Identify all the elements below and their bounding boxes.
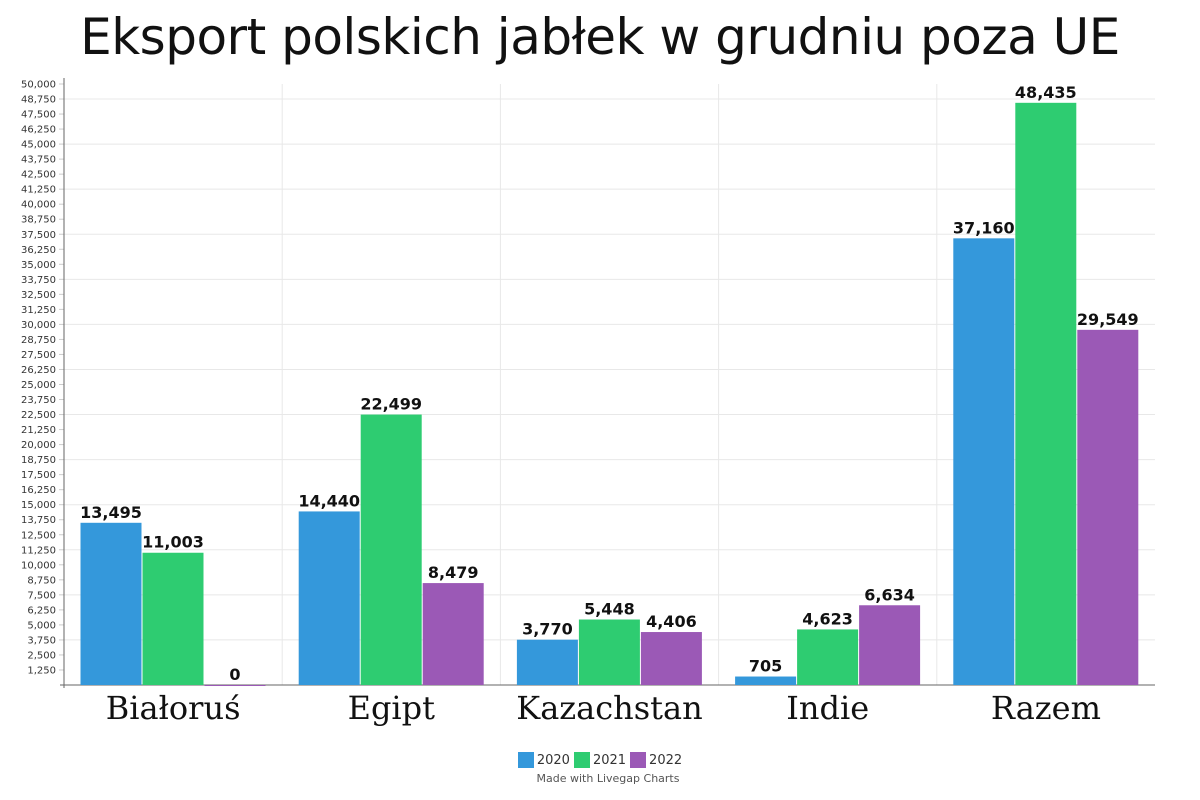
y-tick-label: 15,000 (21, 500, 56, 511)
data-label: 6,634 (864, 585, 915, 604)
y-tick-label: 25,000 (21, 380, 56, 391)
legend-item-2021[interactable]: 2021 (573, 752, 627, 768)
bar-2021 (1015, 102, 1077, 686)
y-tick-label: 16,250 (21, 485, 56, 496)
data-label: 22,499 (360, 395, 422, 414)
y-tick-label: 1,250 (27, 665, 56, 676)
y-tick-label: 27,500 (21, 350, 56, 361)
legend-label: 2022 (649, 752, 683, 768)
y-tick-label: 13,750 (21, 515, 56, 526)
y-tick-label: 20,000 (21, 440, 56, 451)
data-label: 0 (229, 665, 240, 684)
y-tick-label: 23,750 (21, 395, 56, 406)
y-tick-label: 32,500 (21, 290, 56, 301)
data-label: 5,448 (584, 600, 635, 619)
y-tick-label: 3,750 (27, 635, 56, 646)
data-label: 29,549 (1077, 310, 1139, 329)
chart-title: Eksport polskich jabłek w grudniu poza U… (80, 8, 1120, 66)
bar-2021 (142, 552, 204, 685)
bar-2022 (640, 632, 702, 685)
data-label: 48,435 (1015, 83, 1077, 102)
y-tick-label: 30,000 (21, 320, 56, 331)
bar-2022 (859, 605, 921, 685)
y-tick-label: 2,500 (27, 650, 56, 661)
y-tick-label: 28,750 (21, 335, 56, 346)
bar-2022 (204, 685, 266, 686)
data-label: 14,440 (298, 491, 360, 510)
data-label: 37,160 (953, 218, 1015, 237)
bar-2022 (1077, 329, 1139, 685)
data-label: 3,770 (522, 620, 573, 639)
y-tick-label: 12,500 (21, 530, 56, 541)
y-tick-label: 26,250 (21, 365, 56, 376)
y-tick-label: 43,750 (21, 155, 56, 166)
y-tick-label: 18,750 (21, 455, 56, 466)
y-tick-label: 42,500 (21, 170, 56, 181)
y-tick-label: 50,000 (21, 80, 56, 91)
y-tick-label: 37,500 (21, 230, 56, 241)
data-label: 4,623 (802, 609, 853, 628)
y-tick-label: 5,000 (27, 620, 56, 631)
bar-2021 (797, 629, 859, 685)
y-tick-label: 35,000 (21, 260, 56, 271)
y-tick-label: 22,500 (21, 410, 56, 421)
legend-swatch (517, 752, 534, 768)
y-tick-label: 46,250 (21, 125, 56, 136)
legend-swatch (630, 752, 647, 768)
y-tick-label: 47,500 (21, 110, 56, 121)
y-tick-label: 45,000 (21, 140, 56, 151)
data-label: 4,406 (646, 612, 697, 631)
data-label: 11,003 (142, 533, 204, 552)
category-label: Egipt (348, 689, 436, 727)
category-label: Razem (991, 689, 1101, 727)
category-label: Kazachstan (516, 689, 702, 727)
legend-item-2020[interactable]: 2020 (517, 752, 570, 768)
y-tick-label: 17,500 (21, 470, 56, 481)
data-label: 705 (749, 657, 782, 676)
bar-2020 (953, 238, 1015, 686)
legend: 2020 2021 2022 (0, 752, 1200, 772)
y-tick-label: 38,750 (21, 215, 56, 226)
y-tick-label: 36,250 (21, 245, 56, 256)
y-tick-label: 33,750 (21, 275, 56, 286)
credit-text: Made with Livegap Charts (536, 772, 680, 785)
bar-2021 (360, 414, 422, 685)
bar-2020 (80, 522, 142, 685)
y-tick-label: 6,250 (27, 605, 56, 616)
bar-2022 (422, 583, 484, 685)
y-tick-label: 41,250 (21, 185, 56, 196)
category-label: Indie (786, 689, 869, 727)
legend-label: 2020 (536, 752, 570, 768)
legend-label: 2021 (592, 752, 627, 768)
bar-2020 (298, 511, 360, 685)
y-tick-label: 10,000 (21, 560, 56, 571)
legend-swatch (573, 752, 590, 768)
y-tick-label: 31,250 (21, 305, 56, 316)
legend-item-2022[interactable]: 2022 (630, 752, 682, 768)
y-tick-label: 8,750 (27, 575, 56, 586)
y-tick-label: 21,250 (21, 425, 56, 436)
bar-2021 (578, 619, 640, 685)
y-tick-label: 7,500 (27, 590, 56, 601)
y-tick-label: 48,750 (21, 95, 56, 106)
data-label: 13,495 (80, 503, 142, 522)
y-tick-label: 11,250 (21, 545, 56, 556)
category-label: Białoruś (106, 689, 241, 727)
data-label: 8,479 (428, 563, 479, 582)
y-tick-label: 40,000 (21, 200, 56, 211)
bar-2020 (516, 639, 578, 685)
bar-2020 (735, 676, 797, 685)
